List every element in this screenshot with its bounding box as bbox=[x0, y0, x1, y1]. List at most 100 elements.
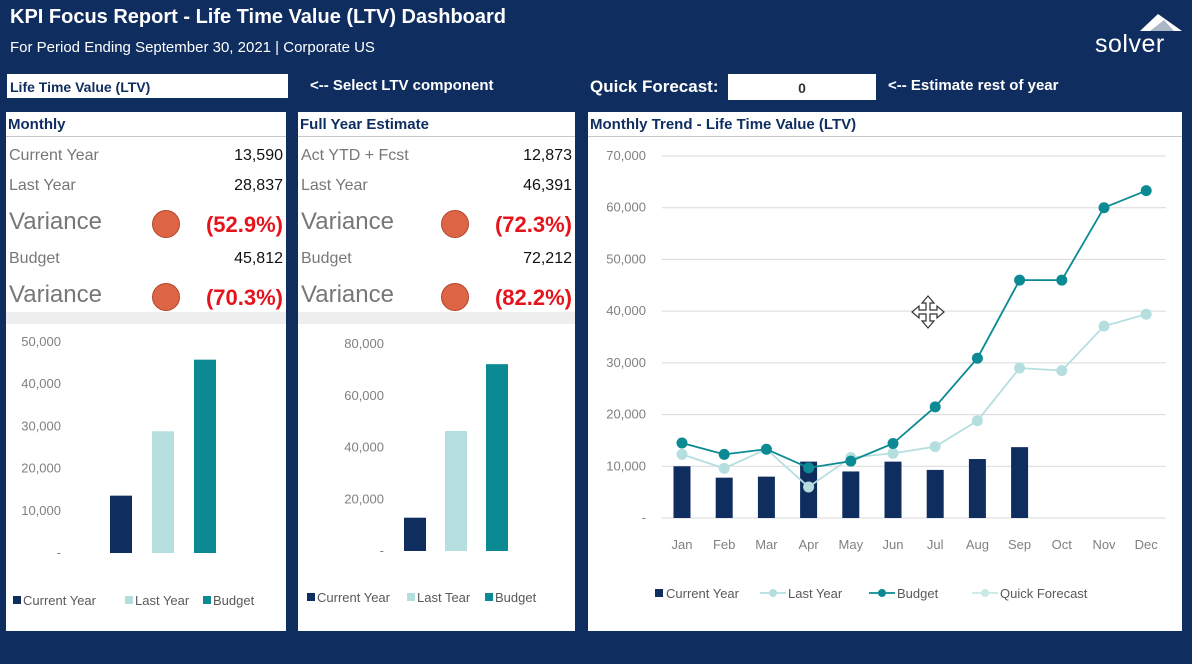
bar-current-year bbox=[884, 461, 902, 518]
monthly-budget-value: 45,812 bbox=[234, 250, 283, 267]
fy-budget-value: 72,212 bbox=[523, 250, 572, 267]
ltv-component-select[interactable]: Life Time Value (LTV) bbox=[6, 73, 289, 99]
legend-label: Last Year bbox=[135, 593, 190, 608]
x-tick-label: Aug bbox=[966, 537, 989, 552]
legend-swatch bbox=[13, 596, 21, 604]
budget-point bbox=[1140, 185, 1152, 197]
x-tick-label: Jun bbox=[883, 537, 904, 552]
y-tick-label: 20,000 bbox=[21, 461, 61, 476]
y-tick-label: 10,000 bbox=[606, 458, 646, 473]
forecast-hint: <-- Estimate rest of year bbox=[888, 77, 1059, 94]
quick-forecast-input[interactable]: 0 bbox=[727, 73, 877, 101]
last-year-point bbox=[887, 447, 899, 459]
move-cursor-icon bbox=[911, 295, 945, 329]
y-tick-label: 30,000 bbox=[21, 418, 61, 433]
fy-variance-budget-status-dot bbox=[441, 283, 469, 311]
legend-swatch bbox=[125, 596, 133, 604]
y-tick-label: - bbox=[642, 510, 646, 525]
y-tick-label: 40,000 bbox=[21, 376, 61, 391]
fy-budget-label: Budget bbox=[301, 250, 352, 267]
legend-label: Current Year bbox=[23, 593, 97, 608]
budget-point bbox=[1098, 202, 1110, 214]
quick-forecast-label: Quick Forecast: bbox=[590, 77, 719, 96]
monthly-variance-budget-label: Variance bbox=[9, 281, 102, 308]
monthly-trend-title: Monthly Trend - Life Time Value (LTV) bbox=[588, 112, 1182, 137]
x-tick-label: Apr bbox=[798, 537, 819, 552]
bar-current-year bbox=[673, 466, 691, 518]
last-year-line bbox=[681, 313, 1147, 489]
fy-last-year-value: 46,391 bbox=[523, 177, 572, 194]
budget-point bbox=[887, 438, 899, 450]
y-tick-label: 60,000 bbox=[606, 200, 646, 215]
last-year-point bbox=[1098, 320, 1110, 332]
bar-current-year bbox=[757, 476, 775, 518]
monthly-variance-budget-value: (70.3%) bbox=[205, 285, 283, 310]
budget-point bbox=[971, 352, 983, 364]
y-tick-label: 30,000 bbox=[606, 355, 646, 370]
x-tick-label: Oct bbox=[1052, 537, 1073, 552]
budget-point bbox=[718, 448, 730, 460]
full-year-panel-title: Full Year Estimate bbox=[298, 112, 575, 137]
divider-band bbox=[6, 312, 286, 324]
monthly-budget-label: Budget bbox=[9, 250, 60, 267]
legend-swatch bbox=[655, 589, 663, 597]
fy-variance-ly-label: Variance bbox=[301, 208, 394, 235]
legend-swatch bbox=[307, 593, 315, 601]
solver-logo: solver bbox=[1092, 10, 1182, 60]
last-year-point bbox=[971, 415, 983, 427]
budget-point bbox=[803, 462, 815, 474]
x-tick-label: Feb bbox=[713, 537, 735, 552]
bar-current-year bbox=[968, 459, 986, 518]
y-tick-label: - bbox=[380, 543, 384, 558]
last-year-point bbox=[676, 448, 688, 460]
x-tick-label: Sep bbox=[1008, 537, 1031, 552]
monthly-current-year-value: 13,590 bbox=[234, 147, 283, 164]
y-tick-label: 50,000 bbox=[606, 251, 646, 266]
budget-point bbox=[929, 401, 941, 413]
full-year-panel: Full Year Estimate Act YTD + Fcst 12,873… bbox=[298, 112, 575, 631]
budget-point bbox=[676, 437, 688, 449]
divider-band bbox=[298, 312, 575, 324]
monthly-panel-title: Monthly bbox=[6, 112, 286, 137]
monthly-current-year-label: Current Year bbox=[9, 147, 99, 164]
bar-current-year bbox=[715, 477, 733, 518]
monthly-variance-ly-status-dot bbox=[152, 210, 180, 238]
monthly-last-year-label: Last Year bbox=[9, 177, 76, 194]
legend-marker bbox=[878, 589, 886, 597]
legend-label: Budget bbox=[897, 586, 939, 601]
last-year-point bbox=[1014, 362, 1026, 374]
legend-label: Current Year bbox=[666, 586, 740, 601]
monthly-last-year-value: 28,837 bbox=[234, 177, 283, 194]
dashboard-title: KPI Focus Report - Life Time Value (LTV)… bbox=[10, 6, 506, 28]
fy-actual-forecast-label: Act YTD + Fcst bbox=[301, 147, 409, 164]
bar-current-year bbox=[110, 495, 132, 553]
legend-label: Last Year bbox=[788, 586, 843, 601]
bar-current-year bbox=[404, 517, 426, 551]
bar-last-tear bbox=[445, 430, 467, 551]
legend-swatch bbox=[203, 596, 211, 604]
legend-marker bbox=[981, 589, 989, 597]
monthly-trend-chart: - 10,000 20,000 30,000 40,000 50,000 60,000 70,… bbox=[606, 148, 1166, 601]
monthly-trend-panel: Monthly Trend - Life Time Value (LTV) - 1… bbox=[588, 112, 1182, 631]
legend-marker bbox=[769, 589, 777, 597]
last-year-point bbox=[929, 441, 941, 453]
y-tick-label: 60,000 bbox=[344, 388, 384, 403]
x-tick-label: May bbox=[839, 537, 864, 552]
last-year-point bbox=[1140, 308, 1152, 320]
budget-point bbox=[1056, 274, 1068, 286]
fy-actual-forecast-value: 12,873 bbox=[523, 147, 572, 164]
bar-last-year bbox=[152, 431, 174, 553]
y-tick-label: 40,000 bbox=[606, 303, 646, 318]
last-year-point bbox=[718, 462, 730, 474]
x-tick-label: Mar bbox=[755, 537, 778, 552]
y-tick-label: 10,000 bbox=[21, 503, 61, 518]
last-year-point bbox=[1056, 365, 1068, 377]
x-tick-label: Jul bbox=[927, 537, 944, 552]
y-tick-label: 70,000 bbox=[606, 148, 646, 163]
legend-label: Budget bbox=[213, 593, 255, 608]
dashboard-subtitle: For Period Ending September 30, 2021 | C… bbox=[10, 39, 375, 56]
bar-current-year bbox=[926, 469, 944, 518]
fy-variance-budget-value: (82.2%) bbox=[494, 285, 572, 310]
y-tick-label: 80,000 bbox=[344, 336, 384, 351]
budget-point bbox=[1014, 274, 1026, 286]
